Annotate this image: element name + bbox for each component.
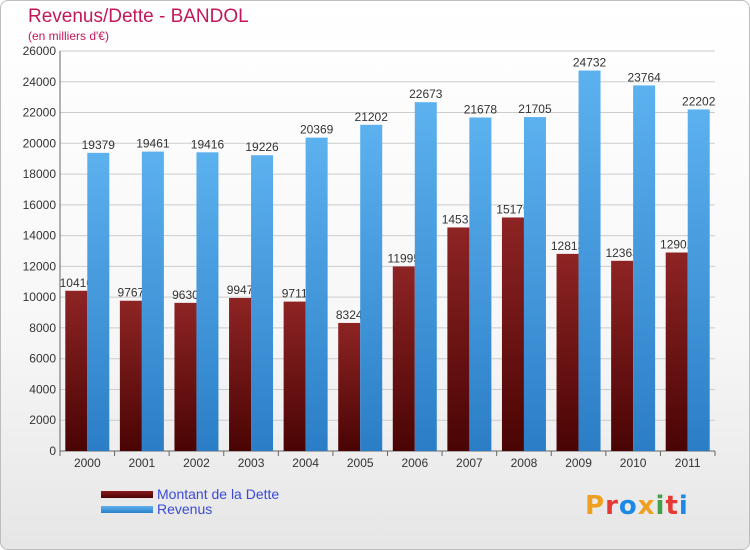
data-label-debt: 9767 bbox=[118, 286, 145, 300]
x-tick-label: 2008 bbox=[511, 456, 538, 470]
data-label-revenus: 19461 bbox=[136, 137, 170, 151]
bar-revenus bbox=[523, 117, 546, 452]
data-label-debt: 14531 bbox=[442, 212, 476, 226]
data-label-revenus: 21705 bbox=[518, 102, 552, 116]
y-tick-label: 20000 bbox=[23, 136, 57, 150]
legend: Montant de la Dette Revenus bbox=[101, 487, 279, 517]
data-label-debt: 10416 bbox=[60, 276, 94, 290]
y-tick-label: 2000 bbox=[29, 413, 56, 427]
data-label-debt: 9711 bbox=[282, 287, 308, 301]
x-tick-label: 2007 bbox=[456, 456, 483, 470]
data-label-debt: 12363 bbox=[605, 246, 639, 260]
y-tick-label: 12000 bbox=[23, 259, 57, 273]
data-label-debt: 8324 bbox=[336, 308, 363, 322]
logo-letter: i bbox=[655, 491, 666, 521]
y-tick-label: 14000 bbox=[23, 229, 57, 243]
y-tick-label: 22000 bbox=[23, 106, 57, 120]
y-tick-label: 24000 bbox=[23, 75, 57, 89]
y-tick-label: 10000 bbox=[23, 290, 57, 304]
logo-letter: r bbox=[605, 491, 619, 521]
bar-debt bbox=[229, 297, 252, 451]
bar-revenus bbox=[469, 117, 492, 451]
legend-item-dette: Montant de la Dette bbox=[101, 487, 279, 502]
chart-subtitle: (en milliers d'€) bbox=[28, 29, 109, 43]
data-label-revenus: 19379 bbox=[82, 138, 116, 152]
x-tick-label: 2009 bbox=[565, 456, 592, 470]
x-tick-label: 2004 bbox=[292, 456, 319, 470]
x-tick-label: 2001 bbox=[129, 456, 156, 470]
x-tick-label: 2010 bbox=[620, 456, 647, 470]
legend-label-dette: Montant de la Dette bbox=[157, 486, 280, 502]
x-tick-label: 2000 bbox=[74, 456, 101, 470]
bar-debt bbox=[611, 260, 634, 451]
y-tick-label: 8000 bbox=[29, 321, 56, 335]
data-label-debt: 15179 bbox=[496, 202, 530, 216]
data-label-revenus: 21202 bbox=[355, 110, 389, 124]
y-tick-label: 26000 bbox=[23, 44, 57, 58]
bar-revenus bbox=[360, 124, 383, 452]
proxiti-logo: Proxiti bbox=[585, 491, 689, 521]
logo-letter: o bbox=[618, 491, 638, 521]
bar-revenus bbox=[687, 109, 710, 451]
bar-debt bbox=[447, 227, 470, 451]
bar-debt bbox=[501, 217, 524, 451]
legend-item-revenus: Revenus bbox=[101, 502, 279, 517]
logo-letter: x bbox=[637, 491, 656, 521]
x-tick-label: 2005 bbox=[347, 456, 374, 470]
legend-swatch-revenus bbox=[101, 506, 153, 513]
x-tick-label: 2002 bbox=[183, 456, 210, 470]
bar-debt bbox=[338, 322, 361, 451]
bar-debt bbox=[65, 290, 88, 451]
bar-revenus bbox=[414, 102, 437, 451]
data-label-revenus: 23764 bbox=[627, 70, 661, 84]
bar-revenus bbox=[305, 137, 328, 451]
legend-label-revenus: Revenus bbox=[157, 501, 213, 517]
data-label-debt: 12813 bbox=[551, 239, 585, 253]
logo-letter: P bbox=[585, 491, 606, 521]
bar-revenus bbox=[196, 152, 219, 452]
y-tick-label: 6000 bbox=[29, 352, 56, 366]
bar-revenus bbox=[141, 151, 164, 451]
chart-title: Revenus/Dette - BANDOL bbox=[28, 6, 249, 27]
y-tick-label: 4000 bbox=[29, 382, 56, 396]
data-label-debt: 9947 bbox=[227, 283, 254, 297]
data-label-debt: 11995 bbox=[388, 251, 421, 265]
data-label-debt: 9630 bbox=[172, 288, 199, 302]
bar-revenus bbox=[633, 85, 656, 452]
data-label-revenus: 22202 bbox=[682, 94, 716, 108]
x-tick-label: 2011 bbox=[675, 456, 701, 470]
data-label-revenus: 20369 bbox=[300, 123, 334, 137]
bar-debt bbox=[283, 301, 306, 451]
data-label-revenus: 21678 bbox=[464, 102, 498, 116]
x-tick-label: 2003 bbox=[238, 456, 265, 470]
logo-letter: i bbox=[678, 491, 689, 521]
bar-revenus bbox=[251, 155, 274, 451]
data-label-revenus: 24732 bbox=[573, 56, 607, 70]
data-label-revenus: 22673 bbox=[409, 87, 443, 101]
data-label-revenus: 19226 bbox=[245, 140, 279, 154]
y-tick-label: 18000 bbox=[23, 167, 57, 181]
data-label-debt: 12902 bbox=[660, 238, 694, 252]
logo-letter: t bbox=[665, 491, 679, 521]
bar-revenus bbox=[87, 152, 110, 451]
legend-swatch-dette bbox=[101, 491, 153, 498]
bar-debt bbox=[174, 302, 197, 451]
y-tick-label: 0 bbox=[49, 444, 56, 458]
data-label-revenus: 19416 bbox=[191, 137, 225, 151]
bar-revenus bbox=[578, 70, 601, 451]
bar-debt bbox=[119, 300, 142, 451]
y-tick-label: 16000 bbox=[23, 198, 57, 212]
bar-debt bbox=[556, 253, 579, 451]
x-tick-label: 2006 bbox=[401, 456, 428, 470]
bar-debt bbox=[392, 266, 415, 451]
bar-debt bbox=[665, 252, 688, 451]
